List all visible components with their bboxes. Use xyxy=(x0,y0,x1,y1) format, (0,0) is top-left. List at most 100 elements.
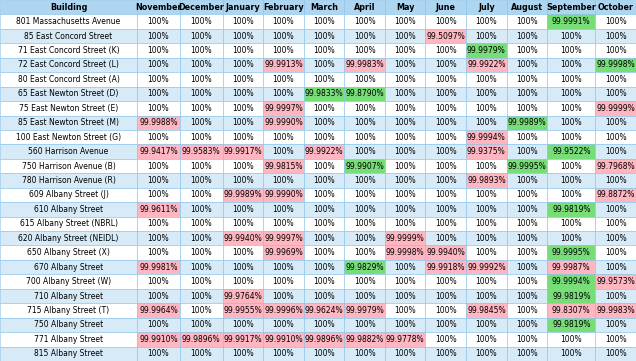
Bar xyxy=(595,101,636,116)
Text: 99.9998%: 99.9998% xyxy=(597,61,635,69)
Text: 100%: 100% xyxy=(232,176,254,185)
Text: 85 East Newton Street (M): 85 East Newton Street (M) xyxy=(18,118,119,127)
Bar xyxy=(385,173,425,188)
Text: 100%: 100% xyxy=(394,219,416,228)
Text: 100%: 100% xyxy=(313,133,335,142)
Text: 100%: 100% xyxy=(273,75,294,84)
Bar xyxy=(344,58,385,72)
Text: 100%: 100% xyxy=(232,75,254,84)
Bar xyxy=(595,318,636,332)
Text: 99.9417%: 99.9417% xyxy=(139,147,178,156)
Bar xyxy=(137,173,180,188)
Text: 100%: 100% xyxy=(605,46,626,55)
Text: 100%: 100% xyxy=(560,32,582,40)
Text: 100%: 100% xyxy=(516,17,537,26)
Text: 100%: 100% xyxy=(354,205,375,214)
Bar xyxy=(425,289,466,303)
Bar xyxy=(263,217,304,231)
Text: 100%: 100% xyxy=(148,90,169,98)
Bar xyxy=(137,303,180,318)
Bar xyxy=(425,188,466,202)
Text: July: July xyxy=(478,3,495,12)
Bar xyxy=(180,217,223,231)
Text: 100%: 100% xyxy=(516,176,537,185)
Bar xyxy=(0,159,137,173)
Text: 100%: 100% xyxy=(394,147,416,156)
Bar xyxy=(385,29,425,43)
Text: 99.9819%: 99.9819% xyxy=(552,321,591,329)
Text: 560 Harrison Avenue: 560 Harrison Avenue xyxy=(29,147,109,156)
Bar xyxy=(547,43,595,58)
Bar xyxy=(595,72,636,87)
Text: 100%: 100% xyxy=(605,335,626,344)
Bar xyxy=(547,188,595,202)
Bar xyxy=(385,130,425,144)
Bar xyxy=(0,14,137,29)
Text: 100%: 100% xyxy=(354,32,375,40)
Text: 100%: 100% xyxy=(394,205,416,214)
Text: 100%: 100% xyxy=(273,17,294,26)
Bar xyxy=(466,43,507,58)
Bar xyxy=(344,87,385,101)
Text: 100%: 100% xyxy=(605,248,626,257)
Text: 100%: 100% xyxy=(232,133,254,142)
Text: 99.9999%: 99.9999% xyxy=(386,234,425,243)
Text: 99.9624%: 99.9624% xyxy=(305,306,343,315)
Text: 100%: 100% xyxy=(516,277,537,286)
Text: 100%: 100% xyxy=(476,75,497,84)
Bar xyxy=(137,87,180,101)
Text: 100%: 100% xyxy=(476,191,497,199)
Bar xyxy=(180,116,223,130)
Text: November: November xyxy=(135,3,182,12)
Text: 100%: 100% xyxy=(605,205,626,214)
Text: 100%: 100% xyxy=(476,219,497,228)
Text: 99.9910%: 99.9910% xyxy=(264,335,303,344)
Bar xyxy=(595,289,636,303)
Bar xyxy=(180,87,223,101)
Text: 99.9969%: 99.9969% xyxy=(264,248,303,257)
Text: 100%: 100% xyxy=(190,17,212,26)
Bar xyxy=(263,332,304,347)
Text: 100%: 100% xyxy=(516,104,537,113)
Text: 100%: 100% xyxy=(232,321,254,329)
Text: 99.9999%: 99.9999% xyxy=(597,104,635,113)
Bar xyxy=(263,202,304,217)
Bar xyxy=(425,14,466,29)
Bar xyxy=(0,217,137,231)
Text: 100%: 100% xyxy=(476,234,497,243)
Text: 99.9990%: 99.9990% xyxy=(264,118,303,127)
Text: 100%: 100% xyxy=(516,321,537,329)
Text: 100%: 100% xyxy=(560,90,582,98)
Bar xyxy=(595,159,636,173)
Bar xyxy=(223,347,263,361)
Text: 100%: 100% xyxy=(354,219,375,228)
Bar xyxy=(385,0,425,14)
Bar xyxy=(595,87,636,101)
Bar xyxy=(0,0,137,14)
Bar xyxy=(425,43,466,58)
Text: 100%: 100% xyxy=(516,219,537,228)
Bar xyxy=(344,130,385,144)
Text: 100%: 100% xyxy=(232,90,254,98)
Bar xyxy=(0,130,137,144)
Bar xyxy=(263,72,304,87)
Bar xyxy=(304,274,344,289)
Text: 100%: 100% xyxy=(232,32,254,40)
Bar xyxy=(304,72,344,87)
Bar xyxy=(385,245,425,260)
Text: 100%: 100% xyxy=(190,90,212,98)
Text: 100%: 100% xyxy=(273,90,294,98)
Text: August: August xyxy=(511,3,543,12)
Bar xyxy=(344,0,385,14)
Text: 100%: 100% xyxy=(354,46,375,55)
Bar xyxy=(466,245,507,260)
Bar xyxy=(385,144,425,159)
Bar xyxy=(304,260,344,274)
Text: 100%: 100% xyxy=(232,248,254,257)
Bar xyxy=(304,43,344,58)
Text: 100%: 100% xyxy=(232,205,254,214)
Text: 99.9981%: 99.9981% xyxy=(139,263,177,271)
Bar xyxy=(137,260,180,274)
Bar xyxy=(466,202,507,217)
Bar xyxy=(547,217,595,231)
